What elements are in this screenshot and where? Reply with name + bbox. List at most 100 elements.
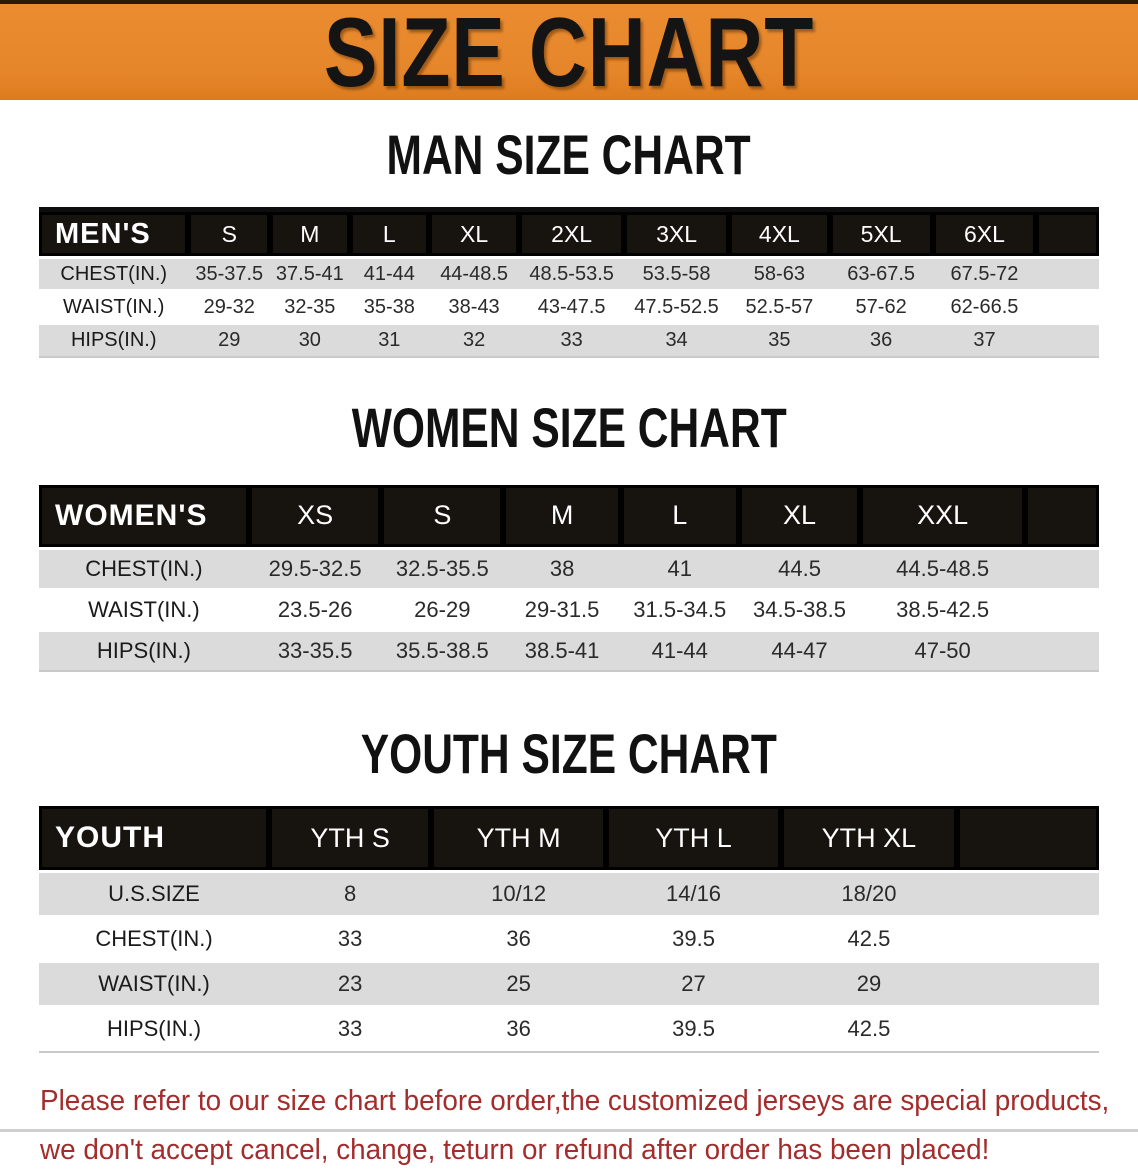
- size-cell: 41: [667, 555, 692, 581]
- table-row: U.S.SIZE 8 10/12 14/16 18/20: [39, 871, 1099, 917]
- size-cell: 58-63: [753, 262, 805, 285]
- size-cell: 38.5-42.5: [896, 596, 990, 622]
- disclaimer-line1: Please refer to our size chart before or…: [40, 1084, 1110, 1117]
- spacer-cell: [957, 962, 1099, 1007]
- table-corner-label: WOMEN'S: [39, 484, 249, 548]
- size-cell: 25: [506, 971, 531, 996]
- table-row: CHEST(IN.) 35-37.5 37.5-41 41-44 44-48.5 48.5…: [39, 257, 1099, 291]
- table-row: CHEST(IN.) 29.5-32.5 32.5-35.5 38 41 44.5 44.5…: [39, 548, 1099, 589]
- size-cell: 29-32: [203, 295, 255, 318]
- size-cell: 36: [506, 926, 531, 951]
- size-cell: 34.5-38.5: [753, 596, 846, 622]
- table-row: WAIST(IN.) 23 25 27 29: [39, 961, 1099, 1007]
- banner-title: SIZE CHART: [323, 0, 815, 107]
- size-cell: 33-35.5: [277, 637, 353, 663]
- size-cell: 34: [665, 328, 688, 351]
- size-cell: 52.5-57: [745, 295, 814, 318]
- section-youth: YOUTH SIZE CHART YOUTH YTH S YTH M YTH L YTH…: [0, 726, 1138, 1053]
- size-cell: 31: [378, 328, 401, 351]
- row-label: WAIST(IN.): [88, 596, 200, 622]
- size-column-header: S: [381, 484, 504, 548]
- size-cell: 18/20: [841, 881, 897, 906]
- size-cell: 38: [549, 555, 575, 581]
- size-cell: 37.5-41: [275, 262, 344, 285]
- size-cell: 23.5-26: [277, 596, 353, 622]
- spacer-cell: [1036, 258, 1099, 291]
- youth-section-heading-text: YOUTH SIZE CHART: [360, 722, 778, 785]
- size-cell: 8: [343, 881, 357, 906]
- size-column-header: M: [503, 484, 621, 548]
- size-cell: 57-62: [855, 295, 907, 318]
- row-label: WAIST(IN.): [98, 971, 210, 996]
- row-label: HIPS(IN.): [96, 637, 191, 663]
- size-cell: 27: [681, 971, 706, 996]
- size-cell: 32-35: [284, 295, 336, 318]
- size-column-header: XL: [738, 484, 861, 548]
- spacer-cell: [1036, 324, 1099, 357]
- size-cell: 41-44: [651, 637, 708, 663]
- table-row: HIPS(IN.) 33 36 39.5 42.5: [39, 1006, 1099, 1052]
- size-cell: 35-38: [363, 295, 415, 318]
- spacer-cell: [1036, 291, 1099, 324]
- size-cell: 33: [560, 328, 583, 351]
- size-cell: 14/16: [665, 881, 722, 906]
- size-cell: 47-50: [914, 637, 971, 663]
- size-column-header: XXL: [860, 484, 1025, 548]
- size-cell: 26-29: [414, 596, 471, 622]
- size-cell: 37: [973, 328, 996, 351]
- size-cell: 29: [856, 971, 882, 996]
- size-cell: 39.5: [672, 1016, 715, 1042]
- table-header-row: WOMEN'S XS S M L XL XXL: [39, 484, 1099, 548]
- size-cell: 10/12: [491, 881, 547, 906]
- women-section-heading-text: WOMEN SIZE CHART: [351, 395, 787, 459]
- table-header-row: YOUTH YTH S YTH M YTH L YTH XL: [39, 806, 1099, 872]
- size-cell: 44.5-48.5: [896, 555, 990, 581]
- size-cell: 62-66.5: [950, 295, 1019, 318]
- size-cell: 48.5-53.5: [529, 262, 614, 285]
- spacer-cell: [957, 917, 1099, 962]
- table-row: WAIST(IN.) 23.5-26 26-29 29-31.5 31.5-34.5 34…: [39, 589, 1099, 630]
- table-row: HIPS(IN.) 33-35.5 35.5-38.5 38.5-41 41-44 44-…: [39, 630, 1099, 671]
- size-column-header: 2XL: [519, 209, 625, 258]
- size-cell: 35-37.5: [195, 262, 264, 285]
- table-row: WAIST(IN.) 29-32 32-35 35-38 38-43 43-47.5 47.…: [39, 290, 1099, 324]
- spacer-cell: [1036, 209, 1099, 258]
- size-cell: 29-31.5: [524, 596, 600, 622]
- row-label: U.S.SIZE: [108, 881, 200, 906]
- row-label: CHEST(IN.): [95, 926, 213, 951]
- disclaimer-line2: we don't accept cancel, change, teturn o…: [40, 1133, 990, 1166]
- women-size-table: WOMEN'S XS S M L XL XXL CHEST(IN.) 29.5-32.5 32.5…: [39, 484, 1099, 672]
- row-label: WAIST(IN.): [62, 295, 165, 318]
- size-cell: 63-67.5: [847, 262, 916, 285]
- size-cell: 35: [768, 328, 791, 351]
- size-column-header: YTH XL: [780, 806, 957, 872]
- table-corner-label: YOUTH: [39, 806, 270, 872]
- size-column-header: YTH L: [606, 806, 781, 872]
- row-label: CHEST(IN.): [60, 262, 168, 285]
- size-cell: 38.5-41: [524, 637, 600, 663]
- size-cell: 44-48.5: [440, 262, 509, 285]
- table-row: HIPS(IN.) 29 30 31 32 33 34 35 36 37: [39, 323, 1099, 357]
- size-cell: 38-43: [448, 295, 500, 318]
- spacer-cell: [957, 872, 1099, 917]
- banner: SIZE CHART: [0, 0, 1138, 107]
- table-row: CHEST(IN.) 33 36 39.5 42.5: [39, 916, 1099, 962]
- size-column-header: YTH S: [269, 806, 432, 872]
- size-column-header: L: [620, 484, 739, 548]
- size-column-header: YTH M: [431, 806, 607, 872]
- size-cell: 29.5-32.5: [268, 555, 362, 581]
- size-cell: 42.5: [847, 926, 891, 951]
- size-cell: 32: [462, 328, 486, 351]
- spacer-cell: [956, 806, 1099, 872]
- size-cell: 33: [337, 926, 363, 951]
- size-cell: 42.5: [847, 1016, 891, 1042]
- size-cell: 36: [506, 1016, 531, 1042]
- size-column-header: 5XL: [829, 209, 933, 258]
- table-corner-label: MEN'S: [39, 209, 189, 258]
- size-column-header: XS: [248, 484, 382, 548]
- size-cell: 31.5-34.5: [633, 596, 727, 622]
- size-cell: 32.5-35.5: [395, 555, 489, 581]
- section-women: WOMEN SIZE CHART WOMEN'S XS S M L XL XXL CHEST(…: [0, 395, 1138, 672]
- size-cell: 35.5-38.5: [395, 637, 489, 663]
